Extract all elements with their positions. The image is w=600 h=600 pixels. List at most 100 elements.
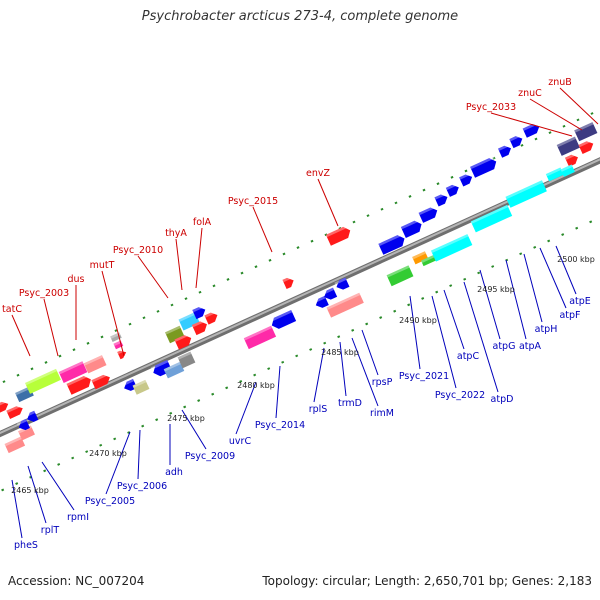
guide-dot bbox=[491, 265, 495, 268]
gene-shine bbox=[560, 164, 573, 172]
gene-shape bbox=[18, 425, 35, 441]
gene-shine bbox=[110, 332, 121, 339]
guide-dot bbox=[351, 328, 355, 332]
gene-label: uvrC bbox=[229, 436, 252, 447]
leader-line bbox=[41, 461, 75, 511]
label-leader-lines bbox=[11, 87, 599, 539]
guide-dot bbox=[71, 456, 75, 460]
gene-feature bbox=[545, 167, 564, 182]
gene-shine bbox=[113, 340, 122, 347]
gene-label: rplS bbox=[309, 404, 328, 415]
gene-feature bbox=[16, 418, 31, 431]
gene-shape bbox=[117, 350, 127, 360]
gene-shine bbox=[400, 218, 421, 230]
gene-label: mutT bbox=[90, 260, 115, 271]
gene-label: rplT bbox=[41, 525, 60, 536]
gene-shape bbox=[163, 361, 185, 379]
gene-shine bbox=[192, 305, 205, 313]
guide-dot bbox=[16, 373, 20, 377]
gene-label: rpsP bbox=[372, 377, 393, 388]
gene-shine bbox=[412, 251, 426, 260]
gene-shape bbox=[25, 368, 61, 394]
guide-dot bbox=[422, 188, 426, 192]
gene-shine bbox=[505, 180, 543, 200]
guide-dot bbox=[393, 309, 397, 313]
guide-dot bbox=[365, 322, 369, 326]
guide-dot bbox=[142, 316, 146, 320]
guide-dot bbox=[450, 175, 454, 179]
gene-shine bbox=[204, 310, 217, 318]
gene-feature bbox=[326, 292, 364, 318]
gene-shape bbox=[174, 335, 192, 350]
gene-shine bbox=[150, 359, 169, 370]
gene-shine bbox=[313, 295, 326, 304]
leader-line bbox=[479, 269, 501, 340]
gene-label: Psyc_2015 bbox=[228, 196, 278, 207]
gene-label: tatC bbox=[2, 304, 22, 315]
leader-line bbox=[105, 431, 131, 495]
gene-feature bbox=[400, 218, 422, 238]
gene-shape bbox=[191, 321, 207, 336]
leader-line bbox=[409, 295, 421, 370]
gene-feature bbox=[434, 192, 448, 207]
gene-shine bbox=[177, 351, 192, 360]
guide-dot bbox=[464, 169, 468, 173]
gene-feature bbox=[322, 287, 338, 300]
gene-feature bbox=[522, 121, 540, 138]
gene-label: Psyc_2006 bbox=[117, 481, 167, 492]
gene-shine bbox=[16, 418, 27, 426]
guide-dot bbox=[575, 226, 579, 230]
gene-shape bbox=[574, 122, 598, 142]
gene-feature bbox=[4, 436, 26, 454]
gene-label: dus bbox=[67, 274, 84, 285]
gene-shine bbox=[325, 224, 349, 238]
guide-dot bbox=[561, 233, 565, 236]
gene-label: Psyc_2022 bbox=[435, 390, 485, 401]
gene-feature bbox=[505, 180, 547, 208]
leader-line bbox=[137, 429, 141, 480]
gene-shine bbox=[421, 254, 435, 263]
gene-feature bbox=[421, 254, 437, 267]
gene-shape bbox=[165, 325, 185, 344]
gene-shine bbox=[0, 399, 8, 411]
leader-line bbox=[539, 247, 567, 309]
gene-shape bbox=[4, 436, 26, 454]
gene-feature bbox=[470, 156, 497, 178]
gene-label: Psyc_2014 bbox=[255, 420, 305, 431]
guide-dot bbox=[589, 220, 593, 224]
leader-line bbox=[490, 112, 573, 137]
gene-label: thyA bbox=[165, 228, 187, 239]
leader-line bbox=[11, 314, 31, 357]
guide-dot bbox=[183, 405, 187, 409]
gene-shape bbox=[505, 180, 547, 208]
guide-dot bbox=[211, 392, 215, 396]
leader-line bbox=[181, 409, 207, 450]
gene-label: envZ bbox=[306, 168, 330, 179]
gene-shine bbox=[269, 310, 293, 323]
gene-shine bbox=[25, 410, 36, 418]
gene-feature bbox=[334, 277, 350, 290]
gene-shine bbox=[522, 121, 539, 131]
leader-line bbox=[11, 479, 23, 539]
gene-shine bbox=[322, 287, 335, 295]
guide-dot bbox=[86, 341, 90, 345]
gene-label: znuB bbox=[548, 77, 572, 88]
gene-shape bbox=[509, 136, 523, 149]
guide-dot bbox=[492, 156, 496, 160]
guide-dot bbox=[1, 488, 5, 492]
guide-dot bbox=[225, 386, 229, 390]
gene-shine bbox=[470, 156, 495, 170]
gene-shape bbox=[177, 351, 196, 369]
kbp-tick-label: 2470 kbp bbox=[89, 449, 127, 458]
guide-dot bbox=[408, 195, 412, 198]
gene-shine bbox=[386, 265, 410, 278]
guide-dot bbox=[407, 303, 411, 307]
guide-dot bbox=[254, 265, 258, 269]
gene-shape bbox=[556, 136, 580, 156]
gene-shape bbox=[564, 154, 578, 167]
gene-shine bbox=[163, 361, 182, 372]
guide-dot bbox=[85, 450, 89, 454]
kbp-tick-label: 2475 kbp bbox=[167, 414, 205, 423]
gene-shape bbox=[91, 374, 110, 390]
